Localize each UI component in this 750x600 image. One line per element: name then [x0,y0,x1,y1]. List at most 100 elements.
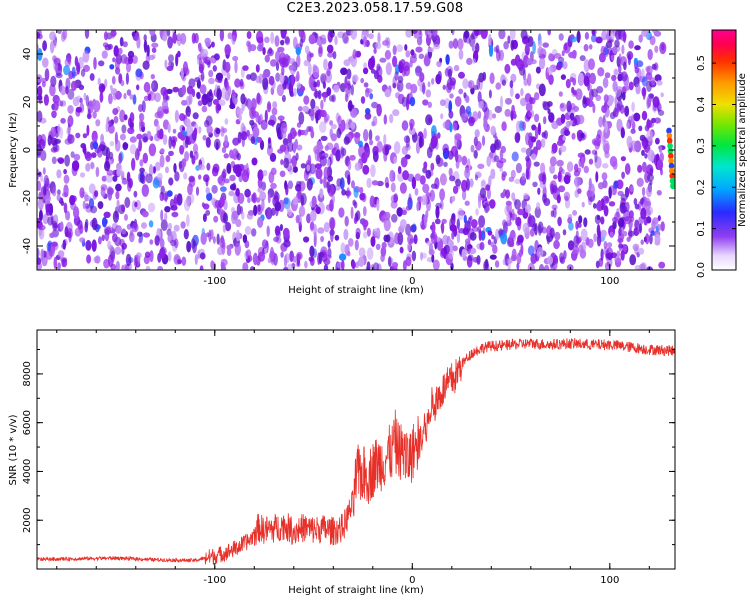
spectrogram-cell [507,35,511,44]
spectrogram-cell [389,113,394,124]
spectrogram-cell [149,250,154,263]
spectrogram-cell [520,147,527,153]
spectrogram-cell [470,219,478,228]
spectrogram-cell [280,159,284,166]
spectrogram-cell [430,162,435,171]
spectrogram-cell [229,149,234,159]
spectrogram-cell [259,139,265,151]
spectrogram-cell [580,156,585,169]
spectrogram-cell [643,216,648,226]
spectrogram-cell [580,132,585,139]
spectrogram-cell [454,136,460,148]
spectrogram-cell [341,260,345,270]
spectrogram-cell [310,114,315,121]
spectrogram-cell [99,85,104,95]
spectrogram-cell [205,137,211,148]
spectrogram-cell [240,131,248,141]
spectrogram-cell [201,105,208,113]
spectrogram-cell [177,32,182,41]
spectrogram-cell [493,155,500,163]
spectrogram-cell [448,100,453,112]
spectrogram-cell [534,222,538,236]
spectrogram-cell [251,228,257,237]
spectrogram-cell [513,110,517,120]
spectrogram-cell [575,88,583,101]
spectrogram-cell [383,114,387,125]
spectrogram-cell [461,155,468,166]
spectrogram-feature-cell [669,167,675,175]
colorbar-tick-label: 0.3 [696,138,707,154]
spectrogram-cell [471,226,479,232]
x-tick-label: 100 [600,276,619,287]
spectrogram-cell [501,173,506,181]
spectrogram-cell [198,57,202,68]
spectrogram-cell [62,239,67,250]
spectrogram-cell [476,255,481,265]
spectrogram-cell [311,195,317,207]
spectrogram-cell [574,163,579,173]
spectrogram-cell [280,251,284,258]
spectrogram-cell [125,62,132,73]
spectrogram-cell [289,64,297,75]
x-tick-label: 100 [600,575,619,586]
spectrogram-cell [340,82,346,93]
spectrogram-cell [298,205,306,217]
spectrogram-cell [270,182,277,190]
spectrogram-cell [588,84,592,90]
spectrogram-cell [462,189,467,201]
spectrogram-cell [113,116,119,124]
spectrogram-cell [449,93,454,99]
spectrogram-cell [288,58,296,65]
spectrogram-cell [510,73,517,83]
spectrogram-cell [393,193,399,203]
spectrogram-cell [70,80,77,91]
spectrogram-cell [480,30,488,40]
spectrogram-cell [66,127,71,136]
spectrogram-cell [581,201,585,208]
spectrogram-cell [584,149,591,155]
spectrogram-cell [182,61,189,75]
spectrogram-cell [326,158,331,168]
spectrogram-cell [236,108,244,115]
spectrogram-cell [309,245,315,258]
spectrogram-cell [461,248,467,258]
spectrogram-cell [432,259,440,270]
spectrogram-cell [606,242,613,248]
spectrogram-bright-feature [666,127,675,190]
spectrogram-cell [366,227,371,237]
spectrogram-cell [405,50,411,58]
spectrogram-cell [629,254,637,266]
spectrogram-cell [173,163,177,173]
spectrogram-cell [389,169,395,182]
spectrogram-cell [52,55,57,62]
spectrogram-cell [214,200,221,208]
spectrogram-cell [136,231,143,237]
spectrogram-cell [129,136,137,143]
spectrogram-cell [71,160,80,172]
spectrogram-cell [160,209,164,222]
spectrogram-cell [234,78,241,88]
spectrogram-cell [595,36,603,44]
spectrogram-cell [53,39,57,49]
spectrogram-cell [139,112,145,122]
spectrogram-cell [553,239,560,250]
spectrogram-cell [274,35,280,47]
spectrogram-cell [283,157,289,169]
spectrogram-cell [208,229,212,243]
spectrogram-cell [66,228,73,239]
spectrogram-cell [558,185,566,193]
spectrogram-cell [600,45,606,56]
spectrogram-cell [641,76,648,87]
spectrogram-cell [224,61,231,73]
spectrogram-cell [532,41,536,55]
spectrogram-cell [41,81,46,88]
spectrogram-cell [154,235,160,246]
spectrogram-cell [165,166,169,174]
spectrogram-cell [613,180,619,189]
spectrogram-cell [101,175,107,182]
spectrogram-cell [527,73,532,87]
spectrogram-cell [62,30,68,40]
spectrogram-cell [405,223,412,236]
spectrogram-cell [168,177,174,186]
spectrogram-cell [199,84,207,95]
